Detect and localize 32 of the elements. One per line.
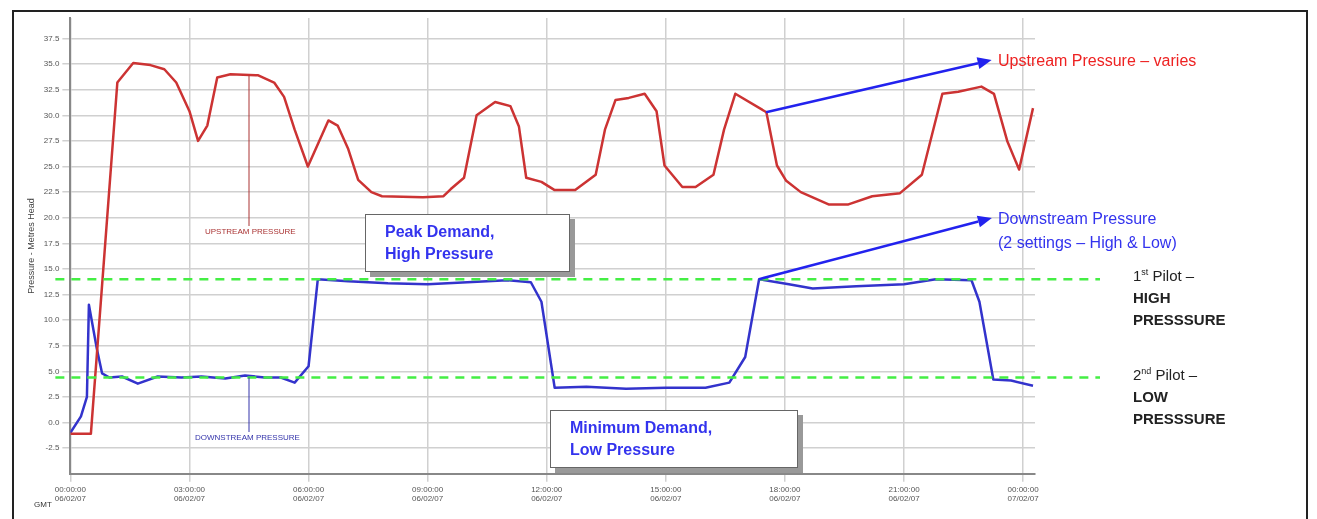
- y-tick-label: 15.0: [43, 264, 60, 274]
- y-tick-label: 35.0: [43, 59, 60, 69]
- x-tick-label: 12:00:00 06/02/07: [531, 484, 563, 504]
- y-tick-label: 10.0: [43, 315, 60, 325]
- annotation: Downstream Pressure (2 settings – High & Low): [998, 210, 1177, 251]
- x-tick-label: 18:00:00 06/02/07: [769, 484, 802, 504]
- annotation: UPSTREAM PRESSURE: [205, 227, 296, 236]
- y-tick-label: 7.5: [48, 340, 60, 350]
- y-tick-label: 25.0: [43, 161, 60, 171]
- x-tick-label: 00:00:00 06/02/07: [54, 484, 87, 504]
- x-tick-label: 06:00:00 06/02/07: [292, 484, 325, 504]
- y-tick-label: -2.5: [45, 443, 60, 453]
- y-tick-label: 30.0: [43, 110, 60, 120]
- x-tick-label: 15:00:00 06/02/07: [650, 484, 682, 504]
- y-tick-label: 17.5: [43, 238, 60, 248]
- y-tick-label: 2.5: [48, 392, 60, 402]
- y-tick-label: 32.5: [43, 84, 60, 94]
- y-tick-label: 37.5: [43, 33, 60, 43]
- text: GMT: [34, 500, 52, 509]
- annotation: DOWNSTREAM PRESSURE: [195, 433, 300, 442]
- y-tick-label: 12.5: [43, 289, 60, 299]
- y-axis-title: Pressure - Metres Head: [25, 198, 36, 294]
- annotation: Upstream Pressure – varies: [998, 52, 1197, 69]
- y-tick-label: 22.5: [43, 187, 60, 197]
- y-tick-label: 27.5: [43, 136, 60, 146]
- x-tick-label: 21:00:00 06/02/07: [888, 484, 921, 504]
- x-tick-label: 03:00:00 06/02/07: [173, 484, 206, 504]
- x-tick-label: 00:00:00 07/02/07: [1007, 484, 1040, 504]
- y-tick-label: 5.0: [48, 366, 60, 376]
- y-tick-label: 0.0: [48, 417, 60, 427]
- x-tick-label: 09:00:00 06/02/07: [412, 484, 444, 504]
- y-tick-label: 20.0: [43, 212, 60, 222]
